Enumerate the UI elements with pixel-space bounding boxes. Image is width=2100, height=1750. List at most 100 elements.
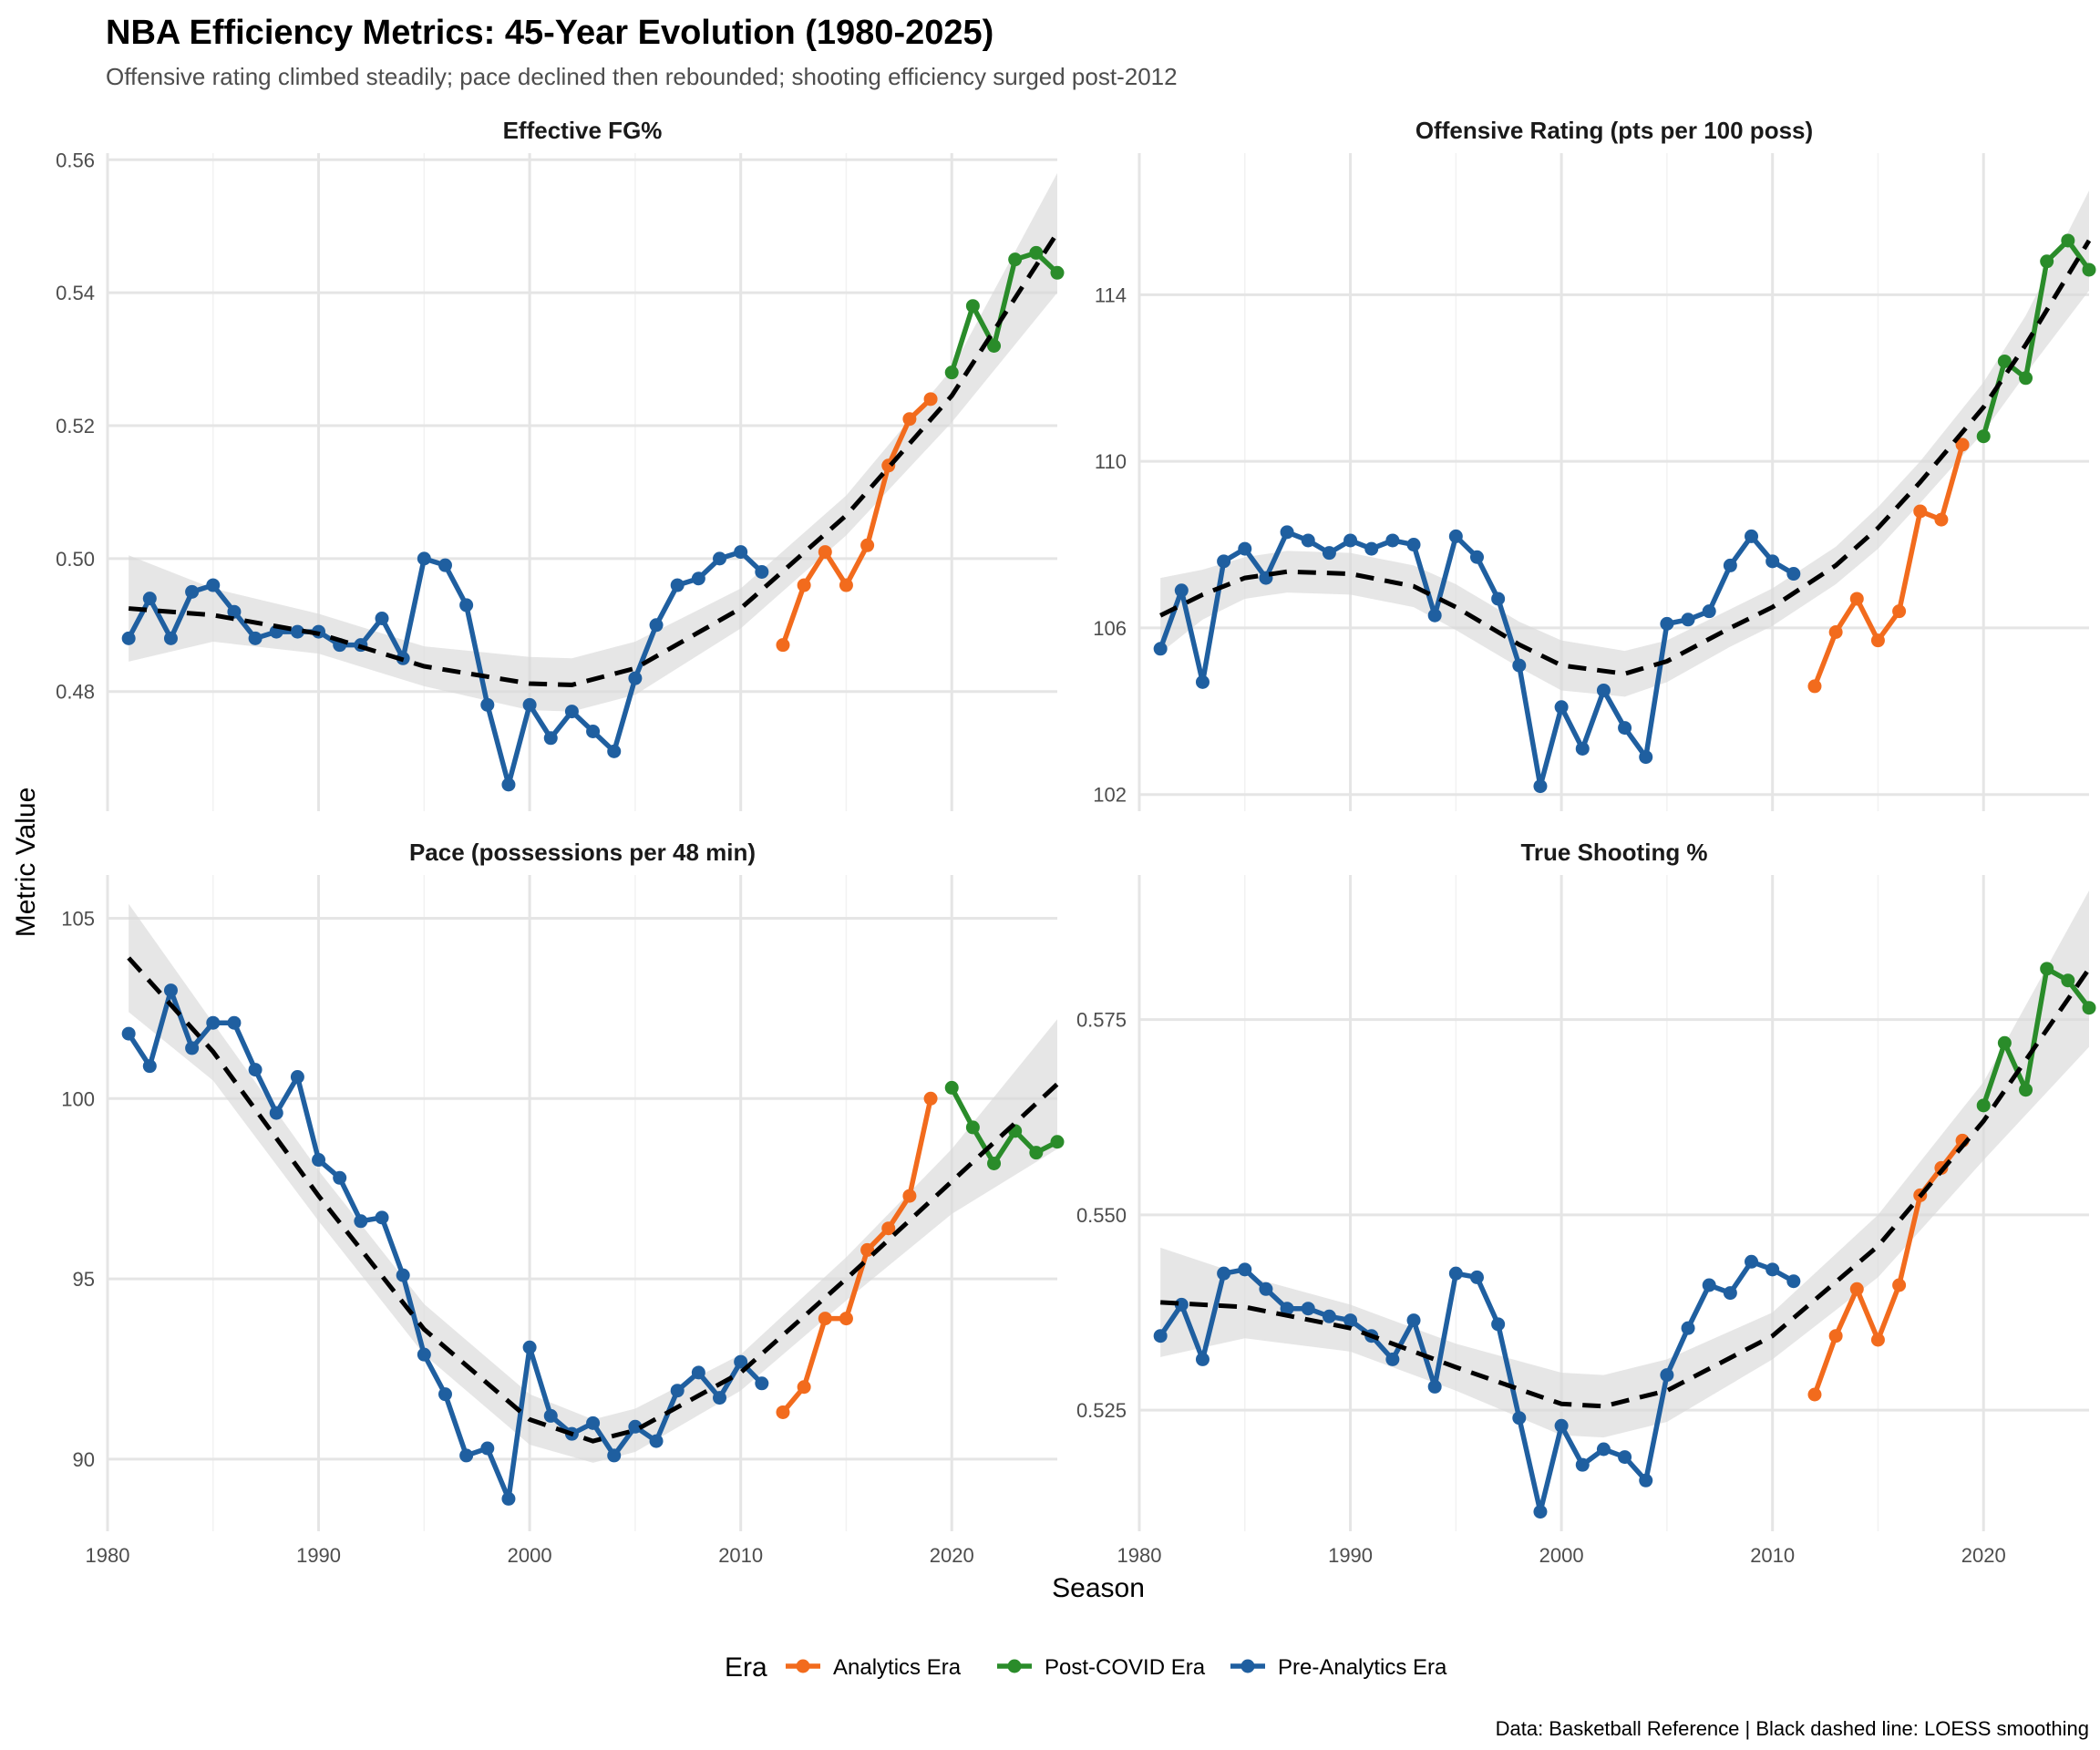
legend: Era Analytics Era Post-COVID Era Pre-Analy…	[725, 1652, 1447, 1683]
data-point-analytics	[776, 1405, 790, 1419]
y-tick-label: 0.550	[1076, 1204, 1127, 1227]
y-tick-label: 110	[1095, 450, 1127, 473]
data-point-pre-analytics	[607, 1448, 622, 1463]
data-point-pre-analytics	[1385, 533, 1400, 548]
data-point-analytics	[923, 392, 938, 407]
data-point-pre-analytics	[1195, 1352, 1210, 1366]
data-point-post-covid	[1997, 354, 2012, 368]
x-tick-label: 1980	[1117, 1544, 1162, 1567]
data-point-pre-analytics	[1427, 1379, 1442, 1394]
legend-key-point	[796, 1659, 810, 1673]
legend-title: Era	[725, 1652, 767, 1683]
data-point-pre-analytics	[206, 578, 221, 592]
data-point-pre-analytics	[1153, 642, 1168, 656]
data-point-pre-analytics	[1195, 674, 1210, 689]
data-point-pre-analytics	[501, 1491, 516, 1506]
data-point-pre-analytics	[1469, 1270, 1484, 1284]
data-point-pre-analytics	[1723, 1286, 1737, 1301]
loess-trend-line	[1159, 239, 2092, 676]
data-point-post-covid	[1050, 1135, 1065, 1149]
data-point-analytics	[1807, 1387, 1822, 1402]
data-point-pre-analytics	[1765, 1262, 1780, 1277]
data-point-post-covid	[944, 365, 959, 380]
data-point-pre-analytics	[649, 618, 664, 633]
panel-title: Pace (possessions per 48 min)	[409, 839, 756, 866]
data-point-pre-analytics	[543, 731, 558, 746]
data-point-pre-analytics	[290, 624, 304, 639]
data-point-pre-analytics	[1259, 1282, 1273, 1296]
data-point-pre-analytics	[1575, 1457, 1590, 1472]
data-point-post-covid	[2082, 1001, 2096, 1015]
data-point-pre-analytics	[1554, 1418, 1569, 1433]
legend-item: Analytics Era	[786, 1655, 962, 1680]
data-point-pre-analytics	[1448, 529, 1463, 543]
data-point-pre-analytics	[1660, 616, 1674, 631]
chart-title: NBA Efficiency Metrics: 45-Year Evolutio…	[106, 14, 993, 52]
data-point-pre-analytics	[1301, 533, 1315, 548]
data-point-pre-analytics	[227, 604, 242, 619]
data-point-pre-analytics	[1596, 683, 1611, 697]
y-tick-label: 95	[73, 1268, 95, 1291]
data-point-analytics	[818, 1312, 832, 1326]
data-point-pre-analytics	[163, 983, 178, 998]
data-point-pre-analytics	[522, 697, 537, 712]
data-point-pre-analytics	[1512, 658, 1527, 673]
data-point-analytics	[1849, 1282, 1864, 1296]
data-point-pre-analytics	[121, 1026, 136, 1041]
data-point-pre-analytics	[691, 1365, 705, 1380]
data-point-pre-analytics	[1301, 1302, 1315, 1316]
data-point-analytics	[881, 1221, 896, 1236]
data-point-analytics	[797, 578, 811, 592]
data-point-pre-analytics	[1364, 541, 1379, 556]
data-point-analytics	[1828, 1329, 1843, 1343]
data-point-post-covid	[987, 338, 1002, 353]
data-point-post-covid	[944, 1080, 959, 1095]
legend-label: Analytics Era	[833, 1655, 962, 1680]
data-point-pre-analytics	[543, 1408, 558, 1423]
data-point-pre-analytics	[628, 671, 643, 685]
data-point-pre-analytics	[1406, 1313, 1421, 1328]
data-point-pre-analytics	[1702, 604, 1716, 619]
data-point-pre-analytics	[438, 1387, 452, 1402]
x-tick-label: 2010	[718, 1544, 763, 1567]
data-point-analytics	[1849, 592, 1864, 606]
data-point-pre-analytics	[522, 1340, 537, 1354]
data-point-analytics	[818, 545, 832, 560]
data-point-post-covid	[2061, 233, 2075, 248]
data-point-post-covid	[1029, 245, 1044, 260]
data-point-analytics	[923, 1091, 938, 1106]
data-point-pre-analytics	[1681, 612, 1695, 627]
y-tick-label: 0.525	[1076, 1399, 1127, 1422]
data-point-analytics	[776, 638, 790, 653]
data-point-pre-analytics	[1153, 1329, 1168, 1343]
data-point-pre-analytics	[1491, 592, 1506, 606]
data-point-pre-analytics	[1217, 554, 1231, 569]
data-point-pre-analytics	[755, 564, 769, 579]
data-point-pre-analytics	[586, 724, 601, 738]
data-point-analytics	[860, 538, 875, 552]
y-tick-label: 105	[61, 907, 95, 930]
data-point-post-covid	[2040, 962, 2054, 976]
loess-trend-line	[128, 232, 1060, 687]
data-point-pre-analytics	[1343, 1313, 1358, 1328]
data-point-pre-analytics	[375, 1210, 389, 1225]
data-point-analytics	[1892, 1278, 1907, 1292]
data-point-pre-analytics	[1660, 1368, 1674, 1383]
data-point-pre-analytics	[1554, 700, 1569, 715]
data-point-pre-analytics	[480, 1441, 495, 1456]
facet-panel-2: Offensive Rating (pts per 100 poss) 102 10…	[1093, 117, 2096, 811]
data-point-pre-analytics	[354, 1214, 368, 1229]
data-point-post-covid	[2061, 973, 2075, 988]
data-point-pre-analytics	[713, 551, 727, 566]
data-point-pre-analytics	[628, 1419, 643, 1434]
data-point-post-covid	[1976, 1098, 1991, 1113]
data-point-pre-analytics	[459, 598, 474, 612]
y-tick-label: 102	[1093, 784, 1127, 807]
data-point-pre-analytics	[1343, 533, 1358, 548]
data-point-pre-analytics	[1491, 1317, 1506, 1332]
data-point-post-covid	[1050, 265, 1065, 280]
data-point-pre-analytics	[1217, 1266, 1231, 1281]
data-point-post-covid	[1976, 429, 1991, 444]
x-tick-label: 1990	[296, 1544, 341, 1567]
data-point-pre-analytics	[142, 1059, 157, 1074]
